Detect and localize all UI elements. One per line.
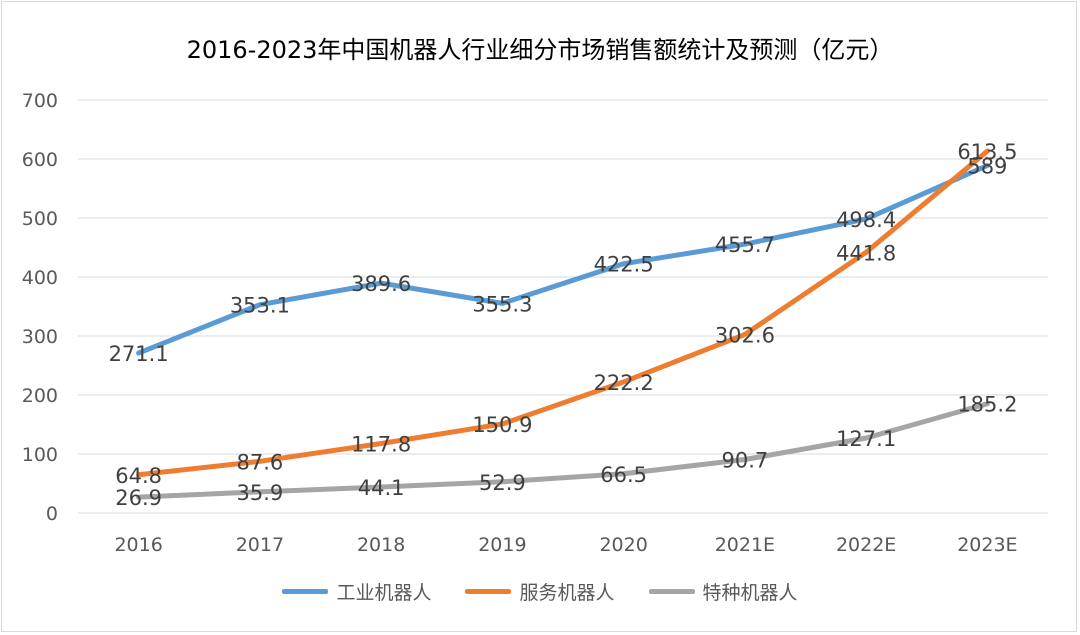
grid-layer <box>78 99 1048 514</box>
data-label: 222.2 <box>594 371 654 395</box>
data-label: 455.7 <box>715 233 775 257</box>
legend-item: 工业机器人 <box>282 578 431 605</box>
legend-label: 服务机器人 <box>519 582 615 604</box>
x-tick-label: 2019 <box>478 534 526 556</box>
data-label: 498.4 <box>836 208 896 232</box>
data-label: 64.8 <box>115 464 162 488</box>
data-label: 353.1 <box>230 294 290 318</box>
data-label: 35.9 <box>236 481 283 505</box>
y-tick-label: 100 <box>22 444 58 466</box>
y-tick-label: 300 <box>22 326 58 348</box>
data-label-layer: 271.1 353.1 389.6 355.3 422.5 455.7 498.4 589 64… <box>109 140 1018 510</box>
data-label: 441.8 <box>836 241 896 265</box>
data-label: 271.1 <box>109 342 169 366</box>
x-tick-label: 2022E <box>836 534 896 556</box>
x-axis-ticks: 2016 2017 2018 2019 2020 2021E 2022E 2023E <box>114 534 1017 556</box>
data-label: 26.9 <box>115 486 162 510</box>
legend-swatch <box>648 589 695 594</box>
data-label: 389.6 <box>351 272 411 296</box>
data-label: 422.5 <box>594 253 654 277</box>
data-label: 52.9 <box>479 471 526 495</box>
x-tick-label: 2016 <box>114 534 162 556</box>
legend-swatch <box>282 589 329 594</box>
y-tick-label: 200 <box>22 385 58 407</box>
data-label: 150.9 <box>472 413 532 437</box>
data-label: 355.3 <box>472 292 532 316</box>
chart-title: 2016-2023年中国机器人行业细分市场销售额统计及预测（亿元） <box>186 36 894 64</box>
data-label: 302.6 <box>715 323 775 347</box>
data-label: 613.5 <box>957 140 1017 164</box>
x-tick-label: 2017 <box>236 534 284 556</box>
legend-item: 服务机器人 <box>465 578 615 605</box>
data-label: 90.7 <box>721 448 768 472</box>
series-layer <box>136 148 990 500</box>
legend-item: 特种机器人 <box>648 578 798 605</box>
y-tick-label: 700 <box>22 90 58 112</box>
legend-swatch <box>465 589 512 594</box>
data-label: 44.1 <box>358 476 405 500</box>
x-tick-label: 2021E <box>715 534 775 556</box>
data-label: 87.6 <box>236 450 283 474</box>
x-tick-label: 2018 <box>357 534 405 556</box>
series-line-0 <box>136 162 990 356</box>
series-line-2 <box>136 401 990 500</box>
x-tick-label: 2023E <box>957 534 1017 556</box>
series-line-1 <box>136 148 990 478</box>
data-label: 66.5 <box>600 463 647 487</box>
data-label: 589 <box>967 154 1007 178</box>
data-label: 185.2 <box>957 393 1017 417</box>
legend-label: 工业机器人 <box>336 582 432 604</box>
data-label: 127.1 <box>836 427 896 451</box>
y-axis-ticks: 0 100 200 300 400 500 600 700 <box>22 90 58 525</box>
legend-label: 特种机器人 <box>702 582 798 604</box>
y-tick-label: 0 <box>46 503 58 525</box>
y-tick-label: 600 <box>22 149 58 171</box>
y-tick-label: 500 <box>22 208 58 230</box>
data-label: 117.8 <box>351 432 411 456</box>
x-tick-label: 2020 <box>599 534 647 556</box>
legend: 工业机器人 服务机器人 特种机器人 <box>0 578 1080 605</box>
y-tick-label: 400 <box>22 267 58 289</box>
